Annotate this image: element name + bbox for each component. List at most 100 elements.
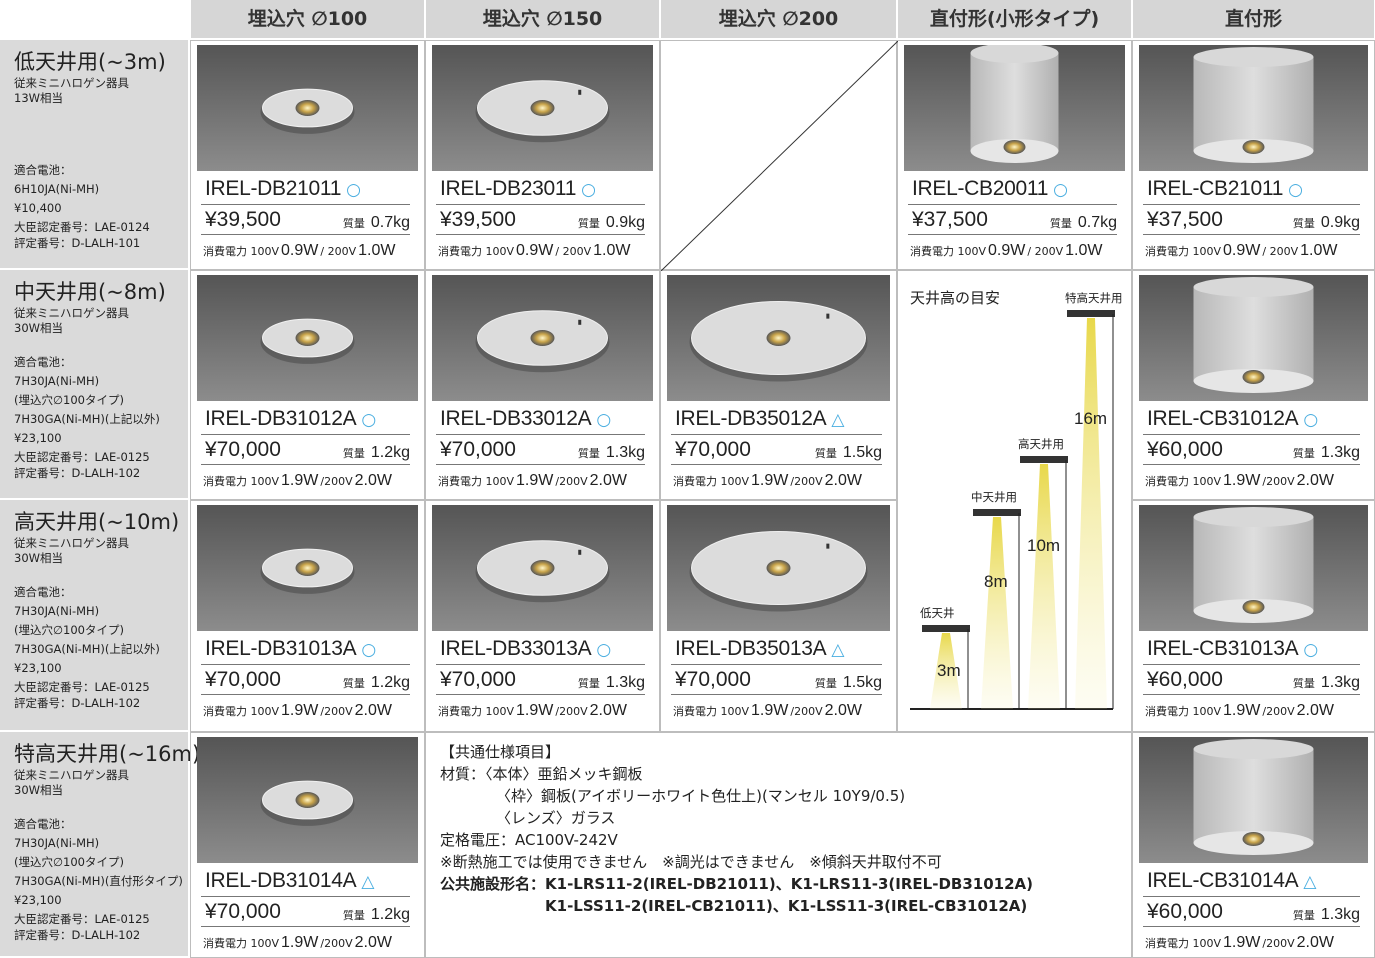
weight-value: 1.5kg xyxy=(842,444,882,461)
model-number: IREL-DB21011 xyxy=(205,177,342,200)
power-part: 消費電力 100V xyxy=(1145,245,1222,258)
battery-line: 7H30GA(Ni-MH)(直付形タイプ) xyxy=(14,874,183,888)
battery-line: (埋込穴∅100タイプ) xyxy=(14,855,124,869)
power-part: 1.9W xyxy=(281,472,319,489)
model-line: IREL-DB35012A △ xyxy=(675,407,844,431)
fixture-body xyxy=(1193,517,1314,611)
divider xyxy=(671,434,882,435)
model-line: IREL-CB31014A △ xyxy=(1147,869,1316,893)
row-title: 高天井用(~10m) xyxy=(14,510,180,534)
power: 消費電力 100V 1.9W/200V 2.0W xyxy=(203,470,394,490)
divider xyxy=(201,926,410,927)
power-part: 1.0W xyxy=(1300,242,1338,259)
fixture-top xyxy=(1193,47,1314,67)
power-part: 消費電力 100V xyxy=(203,245,280,258)
divider xyxy=(436,234,645,235)
weight-value: 0.7kg xyxy=(1077,214,1117,231)
model-line: IREL-DB31013A ○ xyxy=(205,637,376,661)
divider xyxy=(201,664,410,665)
fixture-indicator xyxy=(578,319,582,325)
weight-value: 1.2kg xyxy=(370,906,410,923)
power: 消費電力 100V 1.9W/200V 2.0W xyxy=(1145,932,1336,952)
product-photo xyxy=(1139,505,1368,631)
diagonal xyxy=(660,40,899,272)
fixture-indicator xyxy=(578,549,582,555)
cert-line: 評定番号：D-LALH-101 xyxy=(14,236,141,250)
power-part: 2.0W xyxy=(589,472,627,489)
level-height: 8m xyxy=(984,572,1008,591)
power-part: 0.9W xyxy=(516,242,554,259)
power-part: / 200V xyxy=(320,245,357,258)
weight: 質量 1.3kg xyxy=(578,442,645,462)
divider xyxy=(436,464,645,465)
battery-label: 適合電池： xyxy=(14,585,72,599)
product-photo xyxy=(197,275,418,401)
level-label: 特高天井用 xyxy=(1065,291,1123,305)
availability-mark: ○ xyxy=(1303,640,1319,660)
weight: 質量 0.9kg xyxy=(1293,212,1360,232)
fixture-lens xyxy=(295,330,320,346)
power-part: 消費電力 100V xyxy=(1145,475,1222,488)
fixture-lens xyxy=(1242,370,1265,384)
fixture-indicator xyxy=(826,313,830,319)
weight: 質量 0.9kg xyxy=(578,212,645,232)
weight: 質量 1.2kg xyxy=(343,442,410,462)
divider xyxy=(671,464,882,465)
price: ¥70,000 xyxy=(205,668,281,691)
fixture-lens xyxy=(1242,832,1265,846)
notes-line: 材質：〈本体〉亜鉛メッキ鋼板 xyxy=(440,765,643,783)
power-part: / 200V xyxy=(1027,245,1064,258)
public-line: K1-LSS11-2(IREL-CB21011)、K1-LSS11-3(IREL… xyxy=(545,897,1028,915)
product-photo xyxy=(1139,737,1368,863)
power: 消費電力 100V 1.9W/200V 2.0W xyxy=(1145,700,1336,720)
battery-block: 適合電池： 7H30JA(Ni-MH) (埋込穴∅100タイプ) 7H30GA(Ni-… xyxy=(14,585,160,711)
power: 消費電力 100V 1.9W/200V 2.0W xyxy=(438,700,629,720)
product-photo xyxy=(1139,275,1368,401)
fixture-indicator xyxy=(578,89,582,95)
weight-label: 質量 xyxy=(342,909,365,922)
power-part: 2.0W xyxy=(824,702,862,719)
weight: 質量 1.2kg xyxy=(343,672,410,692)
fixture-lens xyxy=(530,330,555,346)
lamp-equivalent: 従来ミニハロゲン器具 xyxy=(14,768,129,782)
fixture-top xyxy=(1193,739,1314,759)
product-photo xyxy=(197,45,418,171)
row-title: 中天井用(~8m) xyxy=(14,280,166,304)
fixture-body xyxy=(1193,57,1314,151)
lamp-equivalent: 30W相当 xyxy=(14,783,64,797)
battery-line: (埋込穴∅100タイプ) xyxy=(14,393,124,407)
column-header: 埋込穴 ∅100 xyxy=(191,0,424,38)
price: ¥70,000 xyxy=(205,900,281,923)
power-part: /200V xyxy=(1262,705,1295,718)
power-part: 消費電力 100V xyxy=(203,937,280,950)
empty-cell xyxy=(660,40,899,272)
power: 消費電力 100V 1.9W/200V 2.0W xyxy=(673,700,864,720)
product-cell: IREL-CB31014A △ ¥60,000 質量 1.3kg 消費電力 100V 1.9… xyxy=(1132,732,1375,958)
level-height: 3m xyxy=(937,661,961,680)
model-number: IREL-DB35013A xyxy=(675,637,827,660)
notes-body: 【共通仕様項目】 材質：〈本体〉亜鉛メッキ鋼板 〈枠〉鋼板(アイボリーホワイト色仕上… xyxy=(440,741,1033,917)
product-cell: IREL-CB20011 ○ ¥37,500 質量 0.7kg 消費電力 100V 0.9W… xyxy=(897,40,1132,270)
battery-label: 適合電池： xyxy=(14,355,72,369)
weight-value: 1.3kg xyxy=(1320,906,1360,923)
weight-label: 質量 xyxy=(814,677,837,690)
model-number: IREL-DB31014A xyxy=(205,869,357,892)
power-part: /200V xyxy=(320,705,353,718)
model-number: IREL-DB35012A xyxy=(675,407,827,430)
power-part: 2.0W xyxy=(354,702,392,719)
row-label-cell: 中天井用(~8m) 従来ミニハロゲン器具 30W相当 適合電池： 7H30JA(Ni-M… xyxy=(0,270,188,498)
weight-label: 質量 xyxy=(1292,217,1315,230)
product-photo xyxy=(667,505,890,631)
power-part: 1.9W xyxy=(751,702,789,719)
power: 消費電力 100V 1.9W/200V 2.0W xyxy=(438,470,629,490)
weight: 質量 1.3kg xyxy=(1293,442,1360,462)
divider xyxy=(201,464,410,465)
fixture-lens xyxy=(295,792,320,808)
notes-line: 定格電圧：AC100V-242V xyxy=(440,831,618,849)
availability-mark: ○ xyxy=(1303,410,1319,430)
weight-label: 質量 xyxy=(342,677,365,690)
price: ¥70,000 xyxy=(205,438,281,461)
power-part: 1.9W xyxy=(281,702,319,719)
column-header: 直付形(小形タイプ) xyxy=(898,0,1131,38)
level-height: 16m xyxy=(1074,409,1108,428)
